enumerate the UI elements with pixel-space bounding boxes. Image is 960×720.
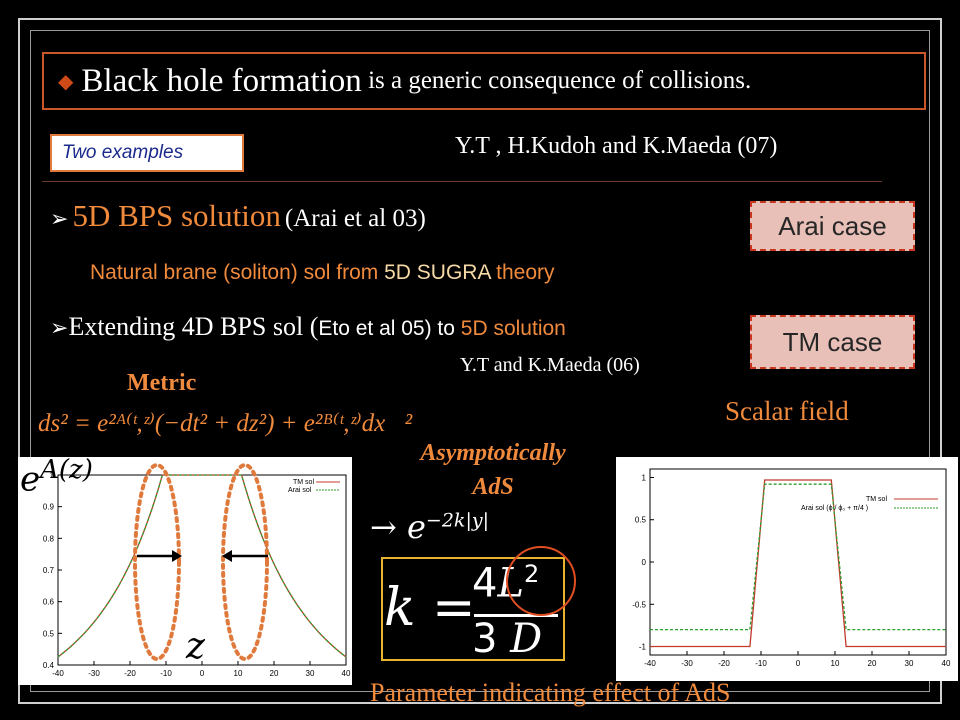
x-tick-label: 0: [200, 669, 205, 678]
x-tick-label: -40: [644, 659, 656, 668]
metric-label: Metric: [127, 370, 197, 396]
plot2-xticks: -40 -30 -20 -10 0 10 20 30 40: [644, 651, 951, 668]
x-tick-label: -20: [124, 669, 136, 678]
slide-frame-inner: [30, 30, 930, 692]
item-2-part-4: to: [431, 317, 461, 340]
slide-frame-outer: [18, 18, 942, 704]
reference-2: Y.T and K.Maeda (06): [460, 354, 640, 376]
x-tick-label: -10: [160, 669, 172, 678]
plot1-ylabel: eA(z): [20, 455, 93, 499]
item-2: ➢Extending 4D BPS sol (Eto et al 05) to …: [50, 312, 566, 342]
tm-case-tag: TM case: [750, 315, 915, 369]
k-equals: k =: [384, 578, 476, 638]
warp-factor-svg: 0.4 0.5 0.6 0.7 0.8 0.9 1 -40 -30 -20 -10 0 10 20 30 4…: [43, 471, 351, 678]
y-tick-label: -1: [639, 643, 647, 652]
arrow-bullet-icon: ➢: [50, 315, 69, 340]
x-tick-label: 10: [234, 669, 243, 678]
k-denominator: 3 D: [472, 616, 542, 662]
plot2-tm-curve: [650, 479, 946, 648]
y-tick-label: 1: [642, 473, 647, 482]
plot2-legend-arai: Arai sol (ϕ / ϕ₀ + π/4 ): [801, 505, 868, 512]
plot1-yticks: 0.4 0.5 0.6 0.7 0.8 0.9 1: [43, 471, 62, 670]
plot1-legend-arai: Arai sol: [288, 487, 312, 494]
exp-power: −2k|y|: [425, 509, 489, 532]
two-examples-label: Two examples: [50, 134, 244, 172]
x-tick-label: 10: [831, 659, 840, 668]
y-tick-label: 0.5: [43, 629, 55, 638]
item-2-part-2: (: [309, 312, 319, 341]
x-tick-label: 20: [270, 669, 279, 678]
dotted-ellipse-right: [221, 463, 269, 661]
scalar-field-plot: -1 -0.5 0 0.5 1 -40 -30 -20 -10 0 10 20 30 40 TM sol…: [616, 457, 958, 681]
reference-1: Y.T , H.Kudoh and K.Maeda (07): [455, 133, 778, 159]
plot2-legend-tm: TM sol: [866, 496, 887, 503]
asymptotically-ads-label: Asymptotically AdS: [398, 436, 588, 504]
parameter-label: Parameter indicating effect of AdS: [370, 678, 731, 707]
y-tick-label: -0.5: [632, 600, 646, 609]
diamond-bullet-icon: ◆: [58, 70, 74, 93]
plot1-legend-tm: TM sol: [293, 479, 314, 486]
y-tick-label: 0: [642, 558, 647, 567]
warp-factor-plot: 0.4 0.5 0.6 0.7 0.8 0.9 1 -40 -30 -20 -10 0 10 20 30 4…: [18, 457, 352, 685]
exp-arrow: → e: [370, 508, 426, 546]
scalar-field-label: Scalar field: [725, 396, 849, 426]
dotted-ellipse-left: [133, 463, 181, 661]
item-1-citation: (Arai et al 03): [284, 205, 426, 232]
natural-part-1: Natural brane (soliton) sol from: [90, 261, 385, 284]
title-rest: is a generic consequence of collisions.: [361, 67, 752, 94]
y-tick-label: 0.8: [43, 534, 55, 543]
plot1-xlabel: z: [186, 626, 205, 667]
arrow-bullet-icon: ➢: [50, 206, 69, 231]
item-2-part-1: Extending 4D BPS sol: [68, 312, 310, 341]
arrow-left-icon: [222, 550, 268, 562]
item-1-main: 5D BPS solution: [72, 198, 281, 233]
metric-equation: ds² = e²ᴬ⁽ᵗ,ᶻ⁾(−dt² + dz²) + e²ᴮ⁽ᵗ,ᶻ⁾dx⃗…: [38, 410, 413, 437]
asymptotic-line-2: AdS: [472, 474, 514, 500]
x-tick-label: -30: [88, 669, 100, 678]
natural-part-2: 5D SUGRA: [384, 261, 491, 284]
plot1-legend: TM sol Arai sol: [288, 479, 340, 494]
plot2-legend: TM sol Arai sol (ϕ / ϕ₀ + π/4 ): [801, 496, 938, 512]
plot1-arai-curve: [57, 474, 347, 658]
y-tick-label: 1: [50, 471, 55, 480]
x-tick-label: 40: [942, 659, 951, 668]
fraction-bar: [474, 614, 558, 617]
y-tick-label: 0.5: [635, 516, 647, 525]
item-2-part-5: 5D solution: [460, 317, 566, 340]
scalar-field-svg: -1 -0.5 0 0.5 1 -40 -30 -20 -10 0 10 20 30 40 TM sol…: [632, 468, 951, 668]
item-1: ➢ 5D BPS solution (Arai et al 03): [50, 198, 426, 234]
x-tick-label: -10: [755, 659, 767, 668]
arai-case-tag: Arai case: [750, 201, 915, 251]
plot1-xticks: -40 -30 -20 -10 0 10 20 30 40: [52, 661, 351, 678]
k-num-digit: 4: [472, 560, 498, 607]
exponential-decay: → e−2k|y|: [370, 508, 489, 546]
highlight-circle: [506, 546, 576, 616]
separator-line: [42, 181, 882, 182]
ylabel-power: A(z): [40, 455, 93, 485]
x-tick-label: 30: [306, 669, 315, 678]
y-tick-label: 0.7: [43, 566, 55, 575]
x-tick-label: 20: [868, 659, 877, 668]
natural-part-3: theory: [490, 261, 555, 284]
arrow-right-icon: [137, 550, 182, 562]
x-tick-label: 30: [905, 659, 914, 668]
k-formula-box: [381, 557, 565, 661]
y-tick-label: 0.6: [43, 598, 55, 607]
x-tick-label: -20: [718, 659, 730, 668]
title-main: Black hole formation: [81, 62, 362, 99]
x-tick-label: 40: [342, 669, 351, 678]
k-den-var: D: [510, 616, 543, 662]
asymptotic-line-1: Asymptotically: [420, 440, 566, 466]
x-tick-label: 0: [796, 659, 801, 668]
y-tick-label: 0.4: [43, 661, 55, 670]
y-tick-label: 0.9: [43, 503, 55, 512]
x-tick-label: -40: [52, 669, 64, 678]
natural-brane-text: Natural brane (soliton) sol from 5D SUGR…: [90, 261, 555, 285]
item-2-part-3: Eto et al 05): [318, 317, 432, 340]
title-box: ◆ Black hole formation is a generic cons…: [42, 52, 926, 110]
x-tick-label: -30: [681, 659, 693, 668]
k-den-digit: 3: [472, 616, 498, 662]
ylabel-base: e: [20, 459, 41, 500]
